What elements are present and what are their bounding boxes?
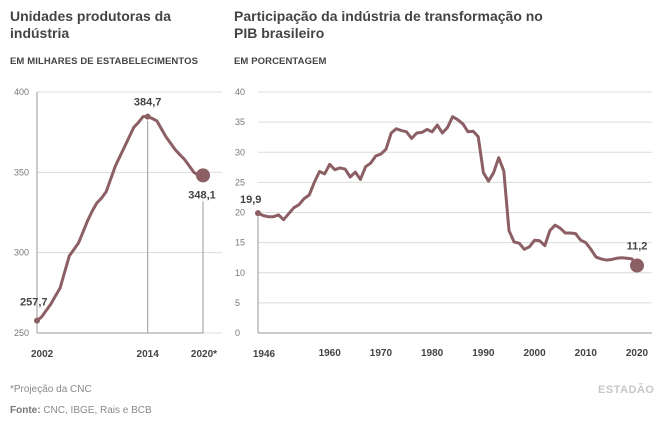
chart-1-x-tick-label: 2002 [31,349,54,360]
chart-2-end-label: 11,2 [627,241,648,253]
chart-1-start-label: 257,7 [20,297,48,309]
chart-1-end-label: 348,1 [188,189,216,201]
source-line: Fonte: CNC, IBGE, Rais e BCB [10,405,152,416]
chart-2-y-tick-label: 20 [235,208,245,218]
chart-2-x-tick-label: 1980 [421,348,444,359]
chart-2-y-tick-label: 10 [235,268,245,278]
logo-text: ESTADÃO [598,384,655,396]
chart-2-start-label: 19,9 [240,194,261,206]
chart-1-y-tick-label: 250 [14,328,29,338]
chart-2-y-tick-label: 40 [235,87,245,97]
chart-2-y-tick-label: 0 [235,328,240,338]
chart-2-y-tick-label: 15 [235,238,245,248]
chart-2-plot: 0 5 10 15 20 25 30 35 40 1946 1960 1970 1980 1990 2000… [235,87,652,360]
chart-1-y-tick-label: 400 [14,87,29,97]
chart-1-y-tick-label: 350 [14,167,29,177]
chart-2-x-tick-label: 1970 [370,348,393,359]
chart-2-x-tick-label: 2000 [523,348,546,359]
chart-2-start-point [255,210,261,217]
chart-1-peak-label: 384,7 [134,97,162,109]
chart-2-y-tick-label: 25 [235,177,245,187]
chart-2-x-tick-label: 2010 [575,348,598,359]
chart-2-title: Participação da indústria de transformaç… [234,8,543,41]
source-text: CNC, IBGE, Rais e BCB [43,405,152,416]
chart-2-y-tick-label: 5 [235,298,240,308]
chart-2-series-line [256,115,639,267]
chart-1-x-tick-label: 2014 [137,349,160,360]
chart-1-series-line [35,115,205,323]
chart-2-y-tick-label: 35 [235,117,245,127]
chart-1-y-tick-label: 300 [14,248,29,258]
estadao-logo: ESTADÃO [598,384,654,396]
footnote: *Projeção da CNC [10,384,92,395]
chart-1-title: Unidades produtoras da indústria [10,8,172,41]
chart-2-x-tick-label: 1946 [253,349,276,360]
chart-1-subtitle: EM MILHARES DE ESTABELECIMENTOS [10,56,199,67]
source-label: Fonte: [10,405,41,416]
chart-2-y-tick-label: 30 [235,147,245,157]
chart-1-end-point [196,168,210,183]
chart-1-peak-point [144,113,151,120]
chart-1-start-point [34,317,40,324]
chart-2-subtitle: EM PORCENTAGEM [234,56,327,67]
chart-1-x-tick-label: 2020* [191,349,217,360]
chart-2-x-tick-label: 2020 [626,348,649,359]
chart-2-end-point [630,258,644,273]
chart-2-x-tick-label: 1990 [472,348,495,359]
chart-1-plot: 250 300 350 400 2002 2014 2020* 257,7 384,7 348,1 [14,87,222,360]
chart-2-x-tick-label: 1960 [319,348,342,359]
